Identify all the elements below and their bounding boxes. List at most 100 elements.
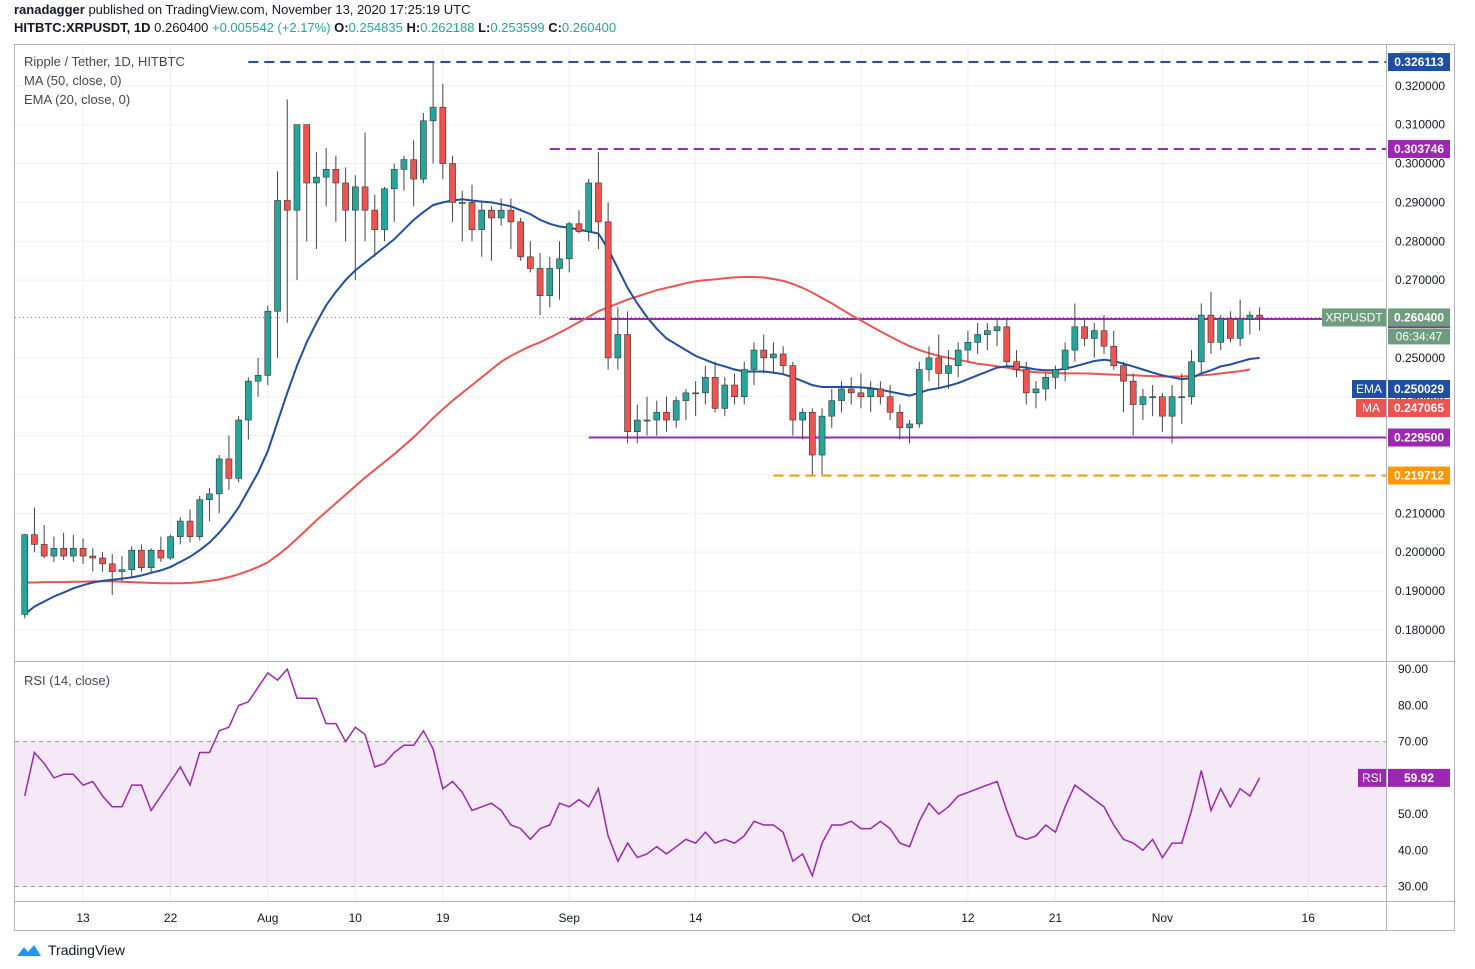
candle-body [1090, 330, 1098, 339]
candle [779, 346, 787, 374]
candle-body [1256, 314, 1263, 318]
rsi-tag-name: RSI [1362, 771, 1382, 785]
candle-body [118, 569, 126, 572]
candle-body [565, 223, 573, 260]
ma-legend[interactable]: MA (50, close, 0) [24, 73, 122, 88]
candle-body [1178, 396, 1186, 399]
candle-body [206, 493, 213, 501]
candle-body [157, 549, 165, 559]
candle-body [867, 388, 874, 398]
candle [1178, 373, 1186, 424]
candle-body [809, 411, 816, 456]
candle-body [750, 349, 758, 370]
price-change: +0.005542 (+2.17%) [212, 20, 331, 35]
candle [283, 99, 291, 323]
rsi-tick-label: 80.00 [1398, 698, 1428, 712]
rsi-layer [23, 667, 1261, 878]
candle-body [1061, 349, 1069, 370]
candle-body [1197, 314, 1205, 363]
candle [828, 388, 836, 428]
ohlc-bar: HITBTC:XRPUSDT, 1D 0.260400 +0.005542 (+… [14, 20, 616, 36]
candle-body [458, 202, 466, 204]
candle-body [400, 159, 408, 170]
candle-body [838, 388, 845, 401]
candle [633, 404, 641, 444]
candle-body [906, 423, 913, 429]
candle [692, 381, 699, 417]
candle [1246, 311, 1254, 335]
ma50-line [24, 276, 1251, 585]
candle-body [488, 209, 495, 219]
candle-body [410, 159, 417, 180]
publish-text: published on TradingView.com, November 1… [88, 2, 471, 17]
candle-body [1159, 396, 1166, 417]
price-tick-label: 0.210000 [1395, 506, 1445, 520]
candle-body [1052, 369, 1059, 378]
candle-body [1022, 369, 1030, 394]
candle-body [128, 549, 135, 570]
last-price: 0.260400 [154, 20, 209, 35]
tag-layer: 0.3261130.3037460.2600000.2295000.219712… [1322, 53, 1450, 787]
tradingview-brand[interactable]: TradingView [16, 942, 125, 958]
candle-body [1139, 396, 1147, 405]
level-layer [15, 61, 1386, 477]
candle [877, 381, 884, 405]
rsi-band [15, 741, 1386, 887]
candle [663, 396, 670, 432]
candle-body [585, 182, 592, 232]
candle [468, 184, 476, 242]
candle [1188, 350, 1195, 405]
candle-body [702, 376, 709, 394]
name-tag [1358, 768, 1386, 787]
candle [420, 113, 427, 183]
close-value: 0.260400 [561, 20, 617, 35]
candle [614, 307, 622, 370]
candle [1159, 392, 1166, 432]
candle [731, 373, 738, 405]
candle-body [828, 400, 836, 417]
candle [721, 377, 729, 417]
candle [40, 524, 48, 559]
candle-body [283, 200, 291, 211]
rsi-tick-label: 40.00 [1398, 843, 1428, 857]
candle [857, 373, 865, 409]
rsi-tick-label: 70.00 [1398, 735, 1428, 749]
candle-body [245, 380, 252, 421]
candle-body [1081, 326, 1088, 339]
rsi-tick-label: 50.00 [1398, 807, 1428, 821]
ema-legend[interactable]: EMA (20, close, 0) [24, 92, 131, 107]
rsi-legend[interactable]: RSI (14, close) [24, 673, 110, 688]
candle-body [984, 330, 991, 335]
candle [575, 210, 583, 234]
candle-body [653, 411, 661, 421]
candle-body [721, 384, 729, 409]
candle-body [536, 268, 544, 296]
candle [886, 385, 894, 421]
candle-body [546, 268, 554, 296]
candle [585, 179, 592, 242]
candle [789, 361, 797, 436]
time-tick-label: 21 [1049, 911, 1063, 925]
candle-body [176, 520, 184, 537]
candle [809, 408, 816, 475]
rsi-tick-label: 90.00 [1398, 662, 1428, 676]
brand-name: TradingView [48, 942, 126, 958]
candle [711, 361, 719, 413]
candle [974, 322, 981, 354]
candle [1129, 373, 1137, 436]
high-value: 0.262188 [420, 20, 475, 35]
name-tag [1322, 308, 1386, 327]
candle [225, 435, 233, 490]
price-pane-border [14, 44, 1455, 662]
candle [138, 544, 145, 572]
candle-body [1100, 330, 1108, 347]
chart-title: Ripple / Tether, 1D, HITBTC [24, 54, 185, 69]
candle [31, 507, 38, 553]
candle [565, 221, 573, 273]
candle [235, 416, 242, 483]
candle-body [254, 375, 262, 382]
candle-body [575, 223, 583, 232]
price-tick-label: 0.300000 [1395, 157, 1445, 171]
candle-body [915, 369, 923, 425]
